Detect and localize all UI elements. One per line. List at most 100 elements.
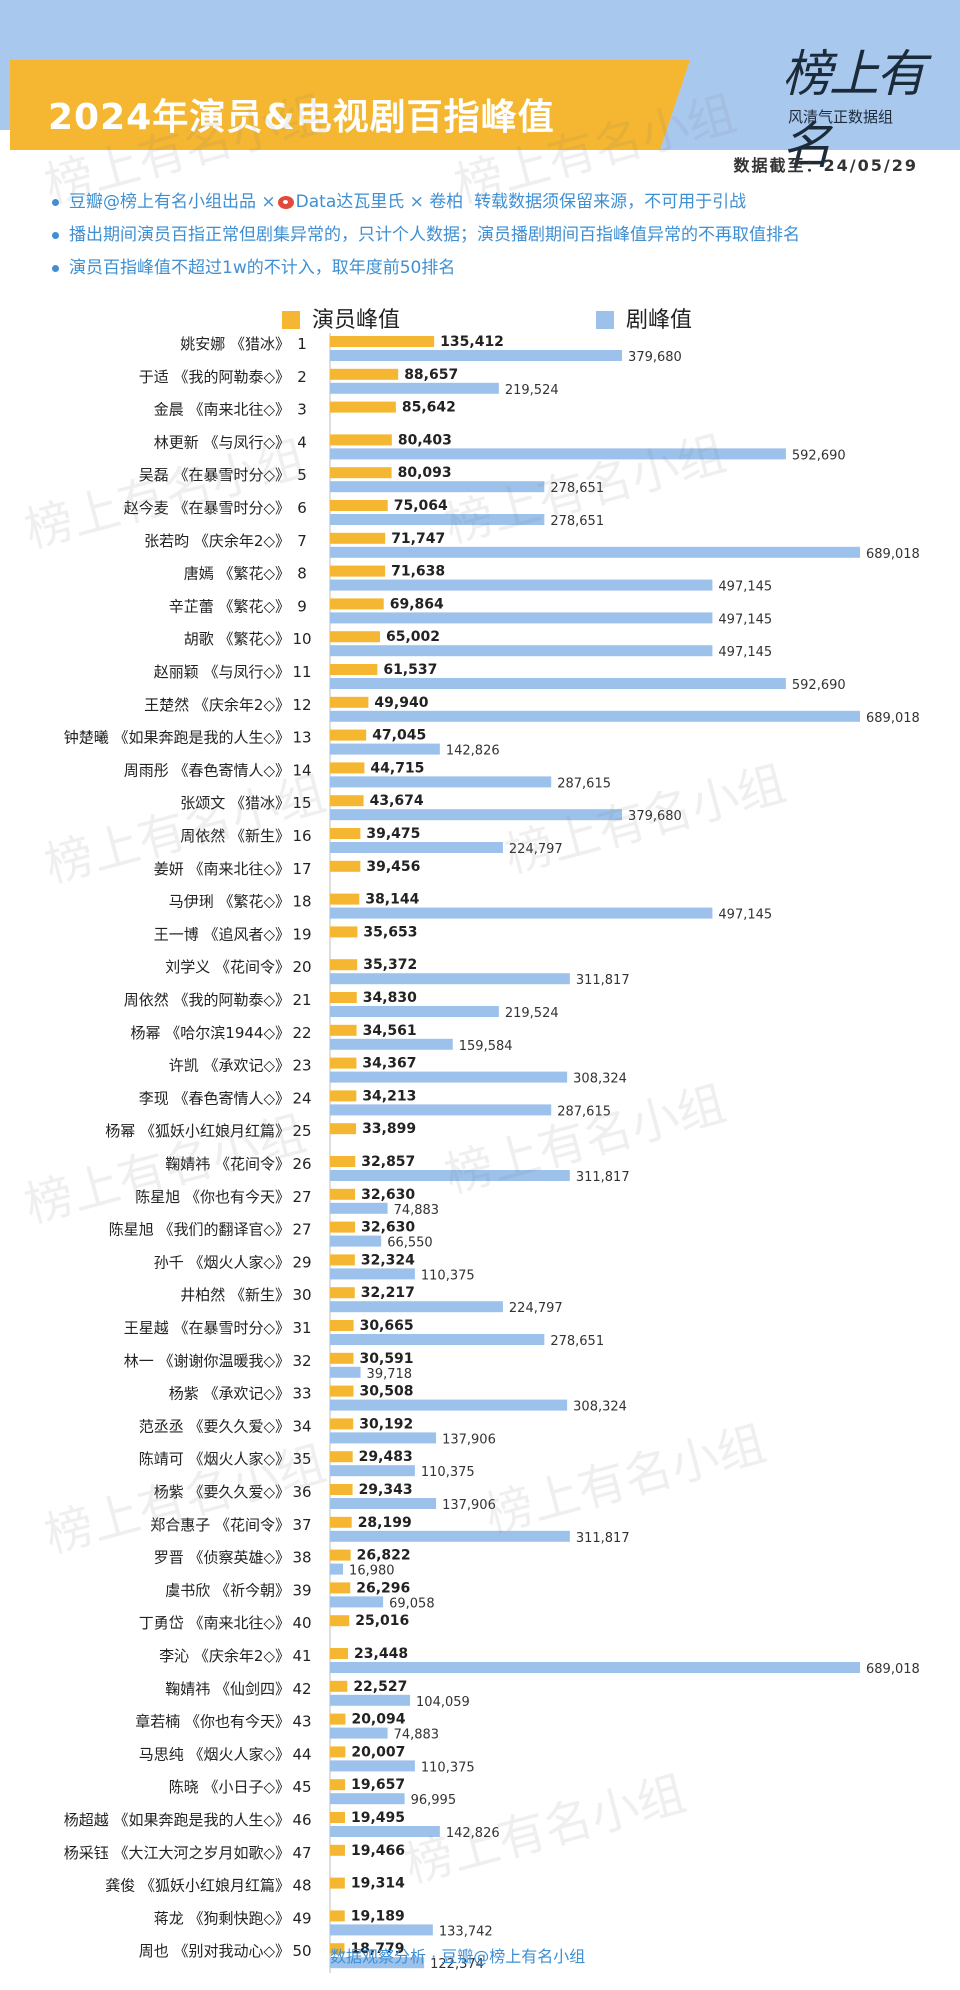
actor-bar (330, 434, 392, 446)
legend-actor-label: 演员峰值 (312, 308, 401, 333)
actor-bar (330, 828, 361, 839)
actor-value-label: 85,642 (402, 400, 456, 416)
row-rank: 47 (292, 1844, 311, 1862)
drama-bar (330, 1694, 411, 1706)
row-rank: 48 (292, 1877, 311, 1895)
actor-value-label: 32,217 (361, 1285, 415, 1301)
actor-bar (330, 467, 392, 479)
drama-value-label: 219,524 (505, 1006, 559, 1021)
row-label: 陈靖可 《烟火人家◇》 (139, 1450, 290, 1468)
drama-bar (330, 842, 503, 853)
actor-bar (330, 1746, 346, 1758)
weibo-icon (277, 195, 294, 209)
actor-bar (330, 1943, 345, 1955)
actor-value-label: 71,747 (391, 531, 445, 547)
actor-bar (330, 1779, 346, 1791)
drama-value-label: 379,680 (628, 350, 682, 365)
actor-bar (330, 1156, 356, 1167)
actor-value-label: 44,715 (370, 760, 424, 776)
row-label: 张若昀 《庆余年2◇》 (144, 532, 290, 550)
row-label: 周依然 《我的阿勒泰◇》 (124, 991, 290, 1009)
row-label: 范丞丞 《要久久爱◇》 (139, 1417, 290, 1435)
actor-bar (330, 1713, 346, 1725)
row-rank: 32 (292, 1352, 311, 1370)
chart-legend: 演员峰值 剧峰值 (0, 302, 960, 334)
drama-value-label: 110,375 (421, 1268, 475, 1283)
drama-bar (330, 1366, 361, 1378)
footer-credit: 数据观察分析 · 豆瓣@榜上有名小组 (330, 1947, 586, 1966)
actor-bar (330, 1582, 351, 1594)
row-rank: 37 (292, 1516, 311, 1534)
bullet-icon (52, 198, 59, 206)
drama-bar (330, 1301, 503, 1313)
drama-bar (330, 448, 786, 460)
row-rank: 8 (297, 565, 307, 583)
row-label: 陈星旭 《你也有今天》 (135, 1188, 290, 1206)
drama-bar (330, 1334, 545, 1345)
drama-value-label: 110,375 (421, 1465, 475, 1480)
drama-bar (330, 1793, 405, 1805)
row-label: 林一 《谢谢你温暖我◇》 (124, 1352, 290, 1370)
drama-bar (330, 1071, 568, 1083)
actor-value-label: 34,213 (362, 1088, 416, 1104)
row-rank: 43 (292, 1713, 311, 1731)
row-label: 杨采钰 《大江大河之岁月如歌◇》 (64, 1844, 290, 1862)
drama-bar (330, 973, 570, 985)
row-label: 孙千 《烟火人家◇》 (154, 1253, 290, 1271)
actor-value-label: 19,495 (351, 1810, 405, 1826)
drama-value-label: 379,680 (628, 809, 682, 824)
drama-value-label: 219,524 (505, 383, 559, 398)
row-rank: 35 (292, 1450, 311, 1468)
drama-bar (330, 1957, 425, 1969)
row-rank: 9 (297, 597, 307, 615)
row-rank: 18 (292, 893, 311, 911)
drama-bar (330, 514, 545, 525)
actor-value-label: 32,630 (361, 1220, 415, 1236)
actor-bar (330, 500, 388, 511)
drama-bar (330, 1268, 415, 1280)
drama-bar (330, 1530, 570, 1542)
drama-value-label: 689,018 (866, 711, 920, 726)
row-rank: 16 (292, 827, 311, 845)
row-label: 杨幂 《哈尔滨1944◇》 (131, 1024, 290, 1042)
actor-value-label: 34,367 (362, 1056, 416, 1072)
header-banner (0, 0, 960, 150)
actor-value-label: 49,940 (374, 695, 428, 711)
row-label: 杨紫 《承欢记◇》 (169, 1385, 290, 1403)
actor-bar (330, 1615, 350, 1627)
row-label: 林更新 《与凤行◇》 (154, 433, 290, 451)
drama-value-label: 66,550 (387, 1236, 433, 1251)
drama-bar (330, 1662, 860, 1673)
row-label: 钟楚曦 《如果奔跑是我的人生◇》 (64, 729, 290, 747)
actor-bar (330, 1287, 355, 1299)
legend-drama-swatch (596, 311, 614, 329)
drama-bar (330, 350, 623, 361)
drama-bar (330, 1498, 437, 1509)
actor-bar (330, 1549, 351, 1561)
drama-value-label: 311,817 (576, 973, 630, 988)
actor-bar (330, 1320, 354, 1331)
row-label: 辛芷蕾 《繁花◇》 (169, 597, 290, 615)
actor-value-label: 80,093 (398, 465, 452, 481)
legend-drama: 剧峰值 (596, 302, 692, 334)
note-source-part3: 转载数据须保留来源，不可用于引战 (474, 192, 747, 212)
row-label: 于适 《我的阿勒泰◇》 (139, 368, 290, 386)
drama-bar (330, 1038, 453, 1050)
actor-bar (330, 1451, 353, 1463)
actor-value-label: 39,475 (366, 826, 420, 842)
brand-logo: 榜上有名 (782, 45, 926, 175)
row-rank: 7 (297, 532, 307, 550)
drama-value-label: 16,980 (349, 1564, 395, 1579)
drama-bar (330, 579, 713, 591)
drama-value-label: 592,690 (792, 678, 846, 693)
drama-value-label: 497,145 (718, 580, 772, 595)
actor-bar (330, 1188, 356, 1200)
actor-bar (330, 1812, 345, 1823)
row-rank: 41 (292, 1647, 311, 1665)
drama-bar (330, 645, 713, 657)
actor-value-label: 30,508 (359, 1384, 413, 1400)
actor-bar (330, 1221, 356, 1233)
actor-bar (330, 1024, 357, 1036)
